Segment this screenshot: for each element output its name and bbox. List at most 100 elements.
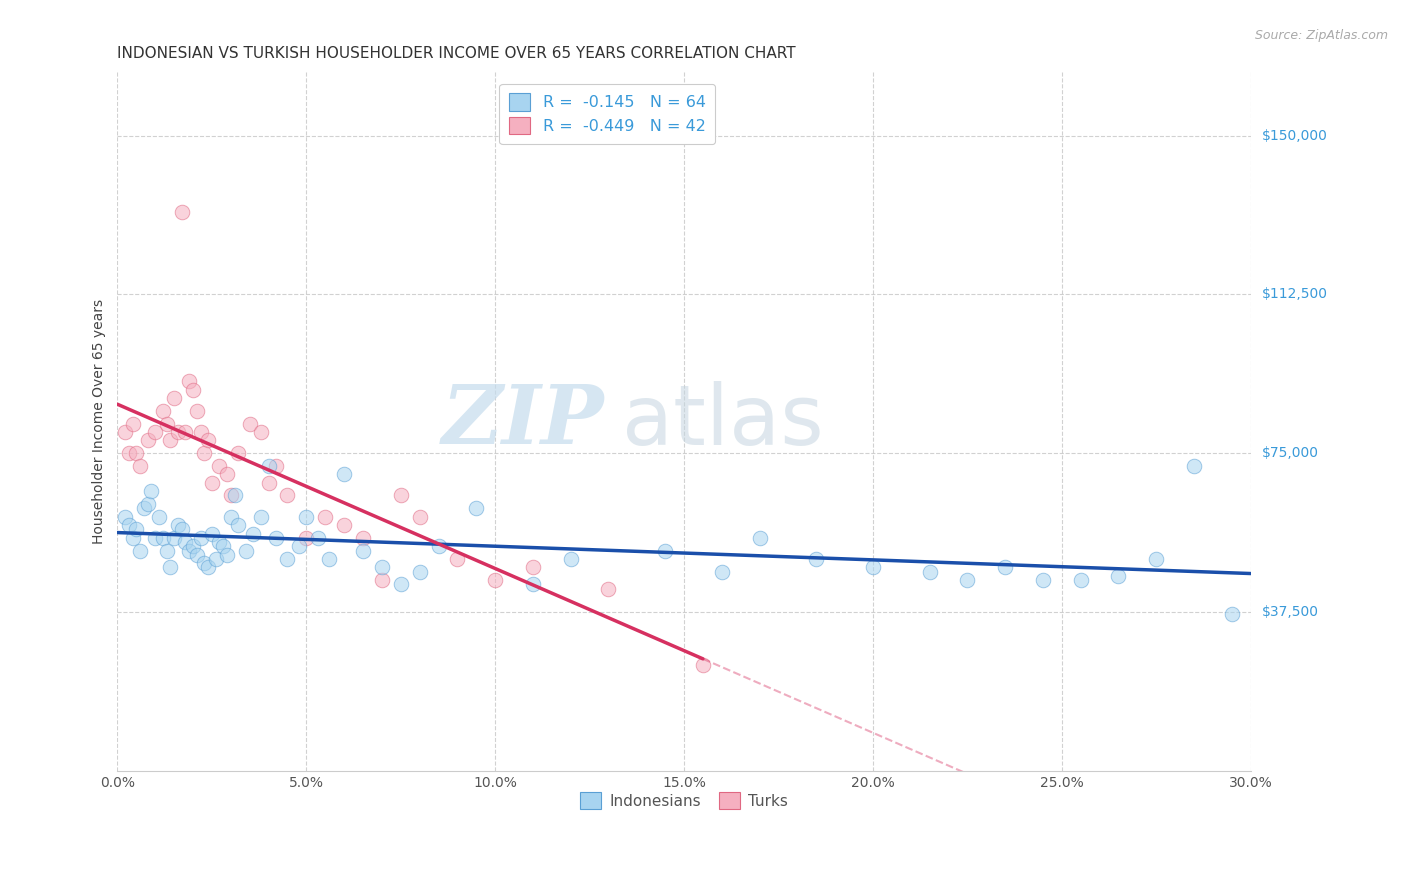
Point xyxy=(152,404,174,418)
Point xyxy=(598,582,620,596)
Point xyxy=(484,573,506,587)
Point xyxy=(163,391,186,405)
Point xyxy=(806,552,828,566)
Text: ZIP: ZIP xyxy=(441,382,605,461)
Point xyxy=(186,404,208,418)
Point xyxy=(170,204,193,219)
Point xyxy=(219,488,242,502)
Point xyxy=(408,509,430,524)
Point xyxy=(143,425,166,439)
Point xyxy=(132,501,155,516)
Text: Source: ZipAtlas.com: Source: ZipAtlas.com xyxy=(1254,29,1388,42)
Y-axis label: Householder Income Over 65 years: Householder Income Over 65 years xyxy=(93,299,107,544)
Point xyxy=(129,458,152,473)
Point xyxy=(333,518,356,533)
Point xyxy=(121,531,143,545)
Text: $112,500: $112,500 xyxy=(1261,287,1327,301)
Point xyxy=(748,531,770,545)
Point xyxy=(114,425,136,439)
Point xyxy=(287,539,309,553)
Point xyxy=(201,475,224,490)
Point xyxy=(446,552,468,566)
Point xyxy=(179,374,201,388)
Point xyxy=(197,560,219,574)
Point xyxy=(408,565,430,579)
Point xyxy=(371,560,394,574)
Point xyxy=(352,543,374,558)
Point xyxy=(956,573,979,587)
Legend: Indonesians, Turks: Indonesians, Turks xyxy=(574,786,794,815)
Point xyxy=(121,417,143,431)
Point xyxy=(212,539,235,553)
Point xyxy=(181,383,204,397)
Point xyxy=(1220,607,1243,621)
Point xyxy=(318,552,340,566)
Point xyxy=(167,425,190,439)
Point xyxy=(155,543,177,558)
Point xyxy=(208,458,231,473)
Point xyxy=(427,539,450,553)
Point xyxy=(193,556,215,570)
Point xyxy=(257,458,280,473)
Point xyxy=(186,548,208,562)
Point xyxy=(250,425,273,439)
Point xyxy=(167,518,190,533)
Point xyxy=(136,434,159,448)
Point xyxy=(295,509,318,524)
Point xyxy=(465,501,488,516)
Point xyxy=(654,543,676,558)
Point xyxy=(710,565,733,579)
Point xyxy=(201,526,224,541)
Point xyxy=(333,467,356,482)
Point xyxy=(179,543,201,558)
Point xyxy=(193,446,215,460)
Point xyxy=(114,509,136,524)
Point xyxy=(190,531,212,545)
Point xyxy=(125,522,148,536)
Point xyxy=(129,543,152,558)
Point xyxy=(1144,552,1167,566)
Point xyxy=(692,657,714,672)
Point xyxy=(118,518,141,533)
Point xyxy=(155,417,177,431)
Point xyxy=(1107,569,1129,583)
Point xyxy=(522,560,544,574)
Text: atlas: atlas xyxy=(621,381,824,462)
Point xyxy=(1182,458,1205,473)
Point xyxy=(215,548,238,562)
Point xyxy=(226,446,249,460)
Point xyxy=(276,552,298,566)
Point xyxy=(918,565,941,579)
Point xyxy=(190,425,212,439)
Text: INDONESIAN VS TURKISH HOUSEHOLDER INCOME OVER 65 YEARS CORRELATION CHART: INDONESIAN VS TURKISH HOUSEHOLDER INCOME… xyxy=(118,46,796,62)
Point xyxy=(371,573,394,587)
Point xyxy=(1032,573,1054,587)
Point xyxy=(264,458,287,473)
Point xyxy=(219,509,242,524)
Point xyxy=(314,509,336,524)
Point xyxy=(152,531,174,545)
Point xyxy=(159,560,181,574)
Point xyxy=(389,577,412,591)
Point xyxy=(1070,573,1092,587)
Point xyxy=(560,552,582,566)
Point xyxy=(307,531,329,545)
Point xyxy=(143,531,166,545)
Text: $37,500: $37,500 xyxy=(1261,605,1319,619)
Point xyxy=(208,535,231,549)
Point xyxy=(148,509,170,524)
Point xyxy=(174,425,197,439)
Point xyxy=(862,560,884,574)
Point xyxy=(994,560,1017,574)
Point xyxy=(159,434,181,448)
Point xyxy=(389,488,412,502)
Point xyxy=(197,434,219,448)
Point xyxy=(276,488,298,502)
Point xyxy=(235,543,257,558)
Point xyxy=(264,531,287,545)
Point xyxy=(295,531,318,545)
Text: $150,000: $150,000 xyxy=(1261,128,1327,143)
Point xyxy=(204,552,226,566)
Point xyxy=(136,497,159,511)
Point xyxy=(163,531,186,545)
